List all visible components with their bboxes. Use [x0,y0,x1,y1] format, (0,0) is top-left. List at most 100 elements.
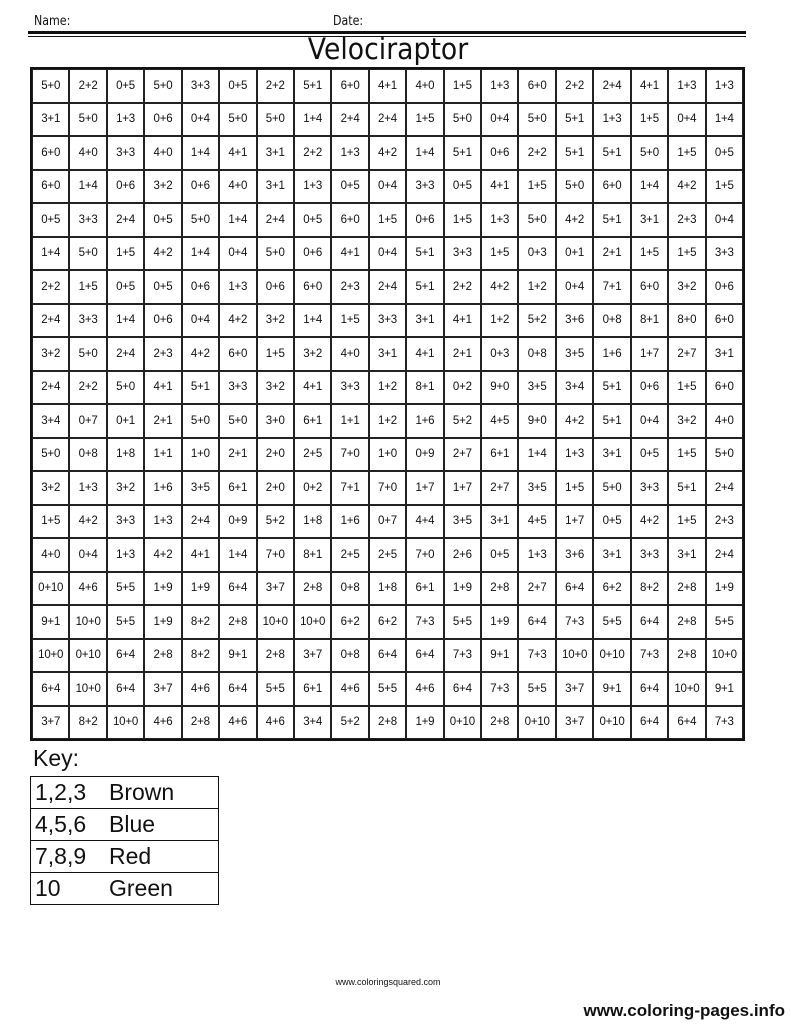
grid-cell[interactable]: 1+5 [668,370,706,404]
grid-cell[interactable]: 1+3 [219,270,257,304]
grid-cell[interactable]: 2+1 [144,404,182,438]
grid-cell[interactable]: 5+0 [256,236,294,270]
grid-cell[interactable]: 3+3 [331,370,369,404]
grid-cell[interactable]: 2+2 [256,69,294,103]
grid-cell[interactable]: 1+9 [443,571,482,605]
grid-cell[interactable]: 0+10 [69,638,107,672]
grid-cell[interactable]: 0+6 [705,270,743,304]
grid-cell[interactable]: 2+4 [106,203,145,237]
grid-cell[interactable]: 4+1 [331,236,369,270]
grid-cell[interactable]: 3+3 [630,471,669,505]
grid-cell[interactable]: 1+3 [518,538,556,572]
grid-cell[interactable]: 1+3 [144,504,182,538]
grid-cell[interactable]: 1+5 [443,69,482,103]
grid-cell[interactable]: 7+3 [705,705,743,739]
grid-cell[interactable]: 5+2 [256,504,294,538]
grid-cell[interactable]: 5+2 [518,303,556,337]
grid-cell[interactable]: 0+5 [293,203,332,237]
grid-cell[interactable]: 3+1 [481,504,519,538]
grid-cell[interactable]: 6+0 [331,69,369,103]
grid-cell[interactable]: 1+3 [481,69,519,103]
grid-cell[interactable]: 2+2 [32,270,70,304]
grid-cell[interactable]: 4+1 [181,538,220,572]
grid-cell[interactable]: 4+2 [481,270,519,304]
grid-cell[interactable]: 5+5 [256,672,294,706]
grid-cell[interactable]: 1+4 [406,136,444,170]
grid-cell[interactable]: 6+0 [219,337,257,371]
grid-cell[interactable]: 0+5 [331,169,369,203]
grid-cell[interactable]: 5+1 [293,69,332,103]
grid-cell[interactable]: 2+0 [256,437,294,471]
grid-cell[interactable]: 1+3 [106,102,145,136]
grid-cell[interactable]: 2+8 [668,571,706,605]
grid-cell[interactable]: 1+5 [630,102,669,136]
grid-cell[interactable]: 5+2 [331,705,369,739]
grid-cell[interactable]: 4+6 [144,705,182,739]
grid-cell[interactable]: 6+4 [555,571,594,605]
grid-cell[interactable]: 6+4 [219,672,257,706]
grid-cell[interactable]: 4+0 [219,169,257,203]
grid-cell[interactable]: 5+1 [181,370,220,404]
grid-cell[interactable]: 1+5 [555,471,594,505]
grid-cell[interactable]: 8+1 [293,538,332,572]
grid-cell[interactable]: 2+4 [368,102,407,136]
grid-cell[interactable]: 5+0 [443,102,482,136]
grid-cell[interactable]: 1+9 [144,605,182,639]
grid-cell[interactable]: 1+5 [368,203,407,237]
grid-cell[interactable]: 8+1 [406,370,444,404]
grid-cell[interactable]: 2+7 [668,337,706,371]
grid-cell[interactable]: 0+4 [219,236,257,270]
grid-cell[interactable]: 4+0 [32,538,70,572]
grid-cell[interactable]: 6+4 [106,672,145,706]
grid-cell[interactable]: 4+6 [219,705,257,739]
grid-cell[interactable]: 4+1 [481,169,519,203]
grid-cell[interactable]: 4+0 [705,404,743,438]
grid-cell[interactable]: 1+6 [331,504,369,538]
grid-cell[interactable]: 5+5 [593,605,631,639]
grid-cell[interactable]: 2+2 [443,270,482,304]
grid-cell[interactable]: 4+6 [406,672,444,706]
grid-cell[interactable]: 6+0 [630,270,669,304]
grid-cell[interactable]: 0+5 [106,270,145,304]
grid-cell[interactable]: 4+2 [181,337,220,371]
grid-cell[interactable]: 1+5 [668,136,706,170]
grid-cell[interactable]: 2+8 [144,638,182,672]
grid-cell[interactable]: 1+5 [406,102,444,136]
grid-cell[interactable]: 1+4 [518,437,556,471]
grid-cell[interactable]: 3+1 [256,169,294,203]
grid-cell[interactable]: 5+0 [32,69,70,103]
grid-cell[interactable]: 10+0 [293,605,332,639]
grid-cell[interactable]: 1+4 [181,136,220,170]
grid-cell[interactable]: 3+1 [368,337,407,371]
grid-cell[interactable]: 8+2 [181,605,220,639]
grid-cell[interactable]: 2+2 [555,69,594,103]
grid-cell[interactable]: 1+2 [368,370,407,404]
grid-cell[interactable]: 4+1 [219,136,257,170]
grid-cell[interactable]: 3+3 [69,203,107,237]
grid-cell[interactable]: 5+0 [630,136,669,170]
grid-cell[interactable]: 3+3 [705,236,743,270]
grid-cell[interactable]: 7+3 [406,605,444,639]
grid-cell[interactable]: 0+10 [593,705,631,739]
grid-cell[interactable]: 1+4 [705,102,743,136]
grid-cell[interactable]: 6+1 [293,672,332,706]
grid-cell[interactable]: 0+5 [106,69,145,103]
grid-cell[interactable]: 0+4 [368,169,407,203]
grid-cell[interactable]: 6+4 [668,705,706,739]
grid-cell[interactable]: 1+5 [481,236,519,270]
grid-cell[interactable]: 2+8 [181,705,220,739]
grid-cell[interactable]: 7+3 [518,638,556,672]
grid-cell[interactable]: 2+4 [593,69,631,103]
grid-cell[interactable]: 6+1 [219,471,257,505]
grid-cell[interactable]: 1+4 [69,169,107,203]
grid-cell[interactable]: 1+3 [668,69,706,103]
grid-cell[interactable]: 6+4 [219,571,257,605]
grid-cell[interactable]: 2+4 [705,538,743,572]
grid-cell[interactable]: 1+4 [293,102,332,136]
grid-cell[interactable]: 2+3 [705,504,743,538]
grid-cell[interactable]: 1+3 [705,69,743,103]
grid-cell[interactable]: 3+7 [32,705,70,739]
grid-cell[interactable]: 6+0 [331,203,369,237]
grid-cell[interactable]: 3+3 [406,169,444,203]
grid-cell[interactable]: 6+4 [32,672,70,706]
